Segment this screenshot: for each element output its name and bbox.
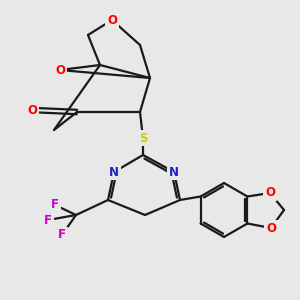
Text: S: S xyxy=(139,131,147,145)
Text: O: O xyxy=(265,187,275,200)
Text: N: N xyxy=(109,166,119,178)
Text: O: O xyxy=(107,14,117,26)
Text: N: N xyxy=(169,166,179,178)
Text: F: F xyxy=(44,214,52,226)
Text: O: O xyxy=(55,64,65,76)
Text: O: O xyxy=(266,221,276,235)
Text: F: F xyxy=(51,199,59,212)
Text: F: F xyxy=(58,229,66,242)
Text: O: O xyxy=(27,103,37,116)
